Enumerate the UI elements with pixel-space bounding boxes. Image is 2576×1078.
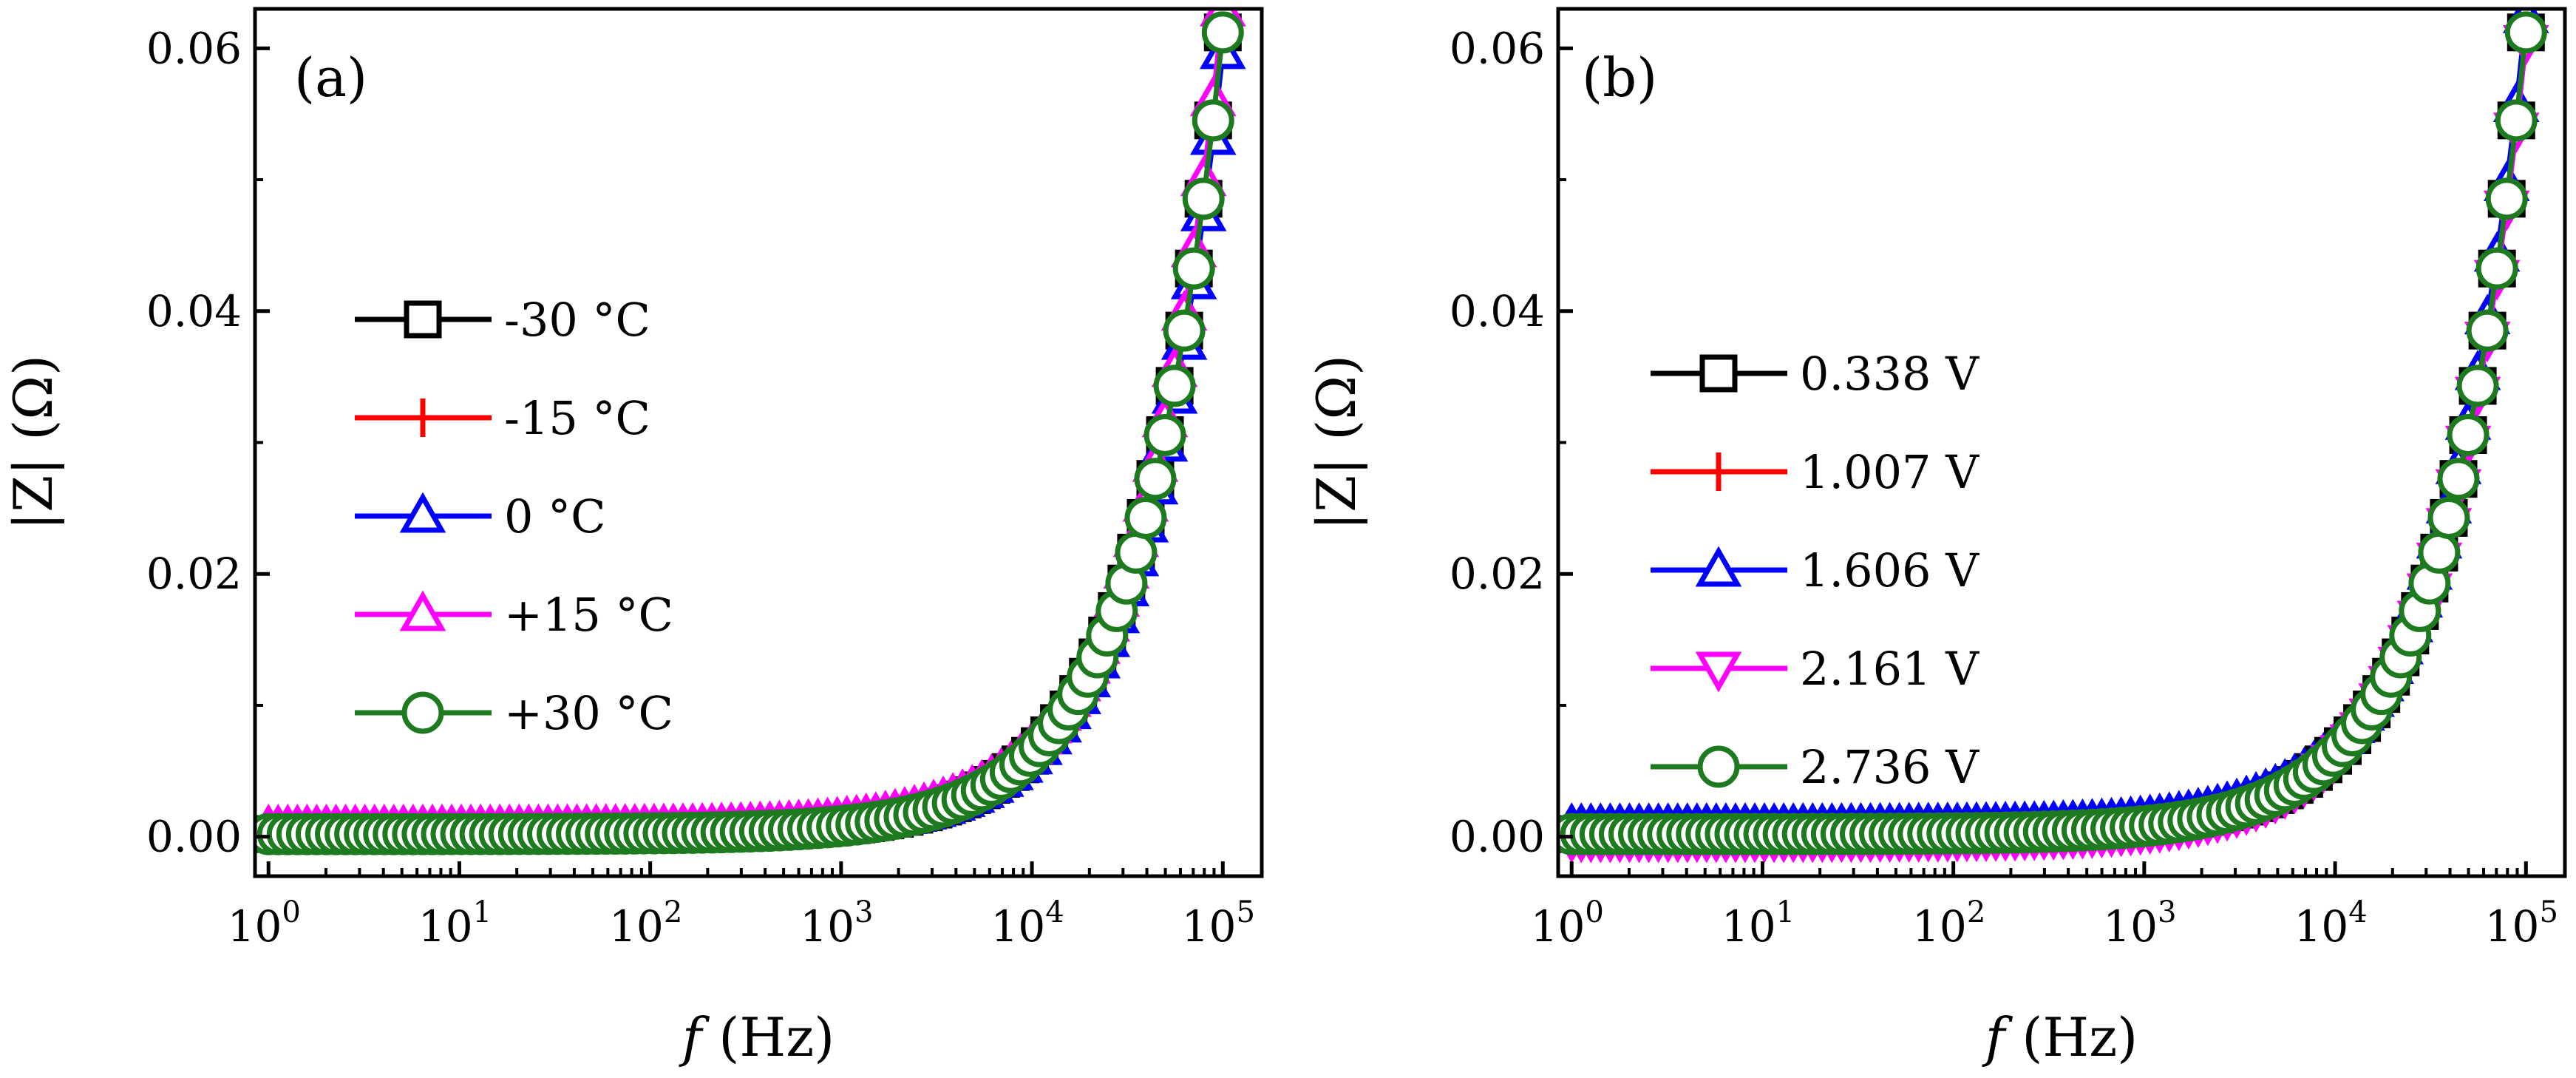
x-tick-label: 102 (609, 895, 682, 952)
plot-area (255, 9, 1246, 855)
data-point (1192, 99, 1234, 142)
legend-label: -15 °C (504, 391, 650, 445)
y-tick-label: 0.06 (146, 23, 242, 73)
data-point (2418, 531, 2461, 574)
legend-marker (399, 590, 446, 631)
series-1 (255, 9, 1243, 854)
data-point (1163, 309, 1206, 352)
y-tick-label: 0.04 (146, 286, 242, 336)
legend-marker (1695, 546, 1742, 587)
legend-item: -30 °C (355, 293, 650, 347)
y-axis-title: |Z| (Ω) (2, 355, 64, 530)
x-tick-label: 104 (2294, 895, 2367, 952)
legend-item: 1.606 V (1651, 543, 1979, 597)
y-tick-label: 0.00 (146, 812, 242, 862)
series-0 (1558, 13, 2545, 853)
y-tick-label: 0.02 (1450, 549, 1545, 599)
data-point (2485, 177, 2528, 220)
x-axis-title: f (Hz) (1982, 1006, 2138, 1068)
series-0 (255, 13, 1242, 853)
x-tick-label: 100 (228, 895, 301, 952)
series-2 (1558, 9, 2549, 843)
y-tick-label: 0.02 (146, 549, 242, 599)
x-tick-label: 101 (418, 895, 492, 952)
legend-marker (404, 399, 442, 437)
legend-label: -30 °C (504, 293, 650, 347)
legend-item: 2.736 V (1651, 740, 1979, 794)
legend-marker (1695, 651, 1742, 693)
series-1 (1558, 13, 2546, 854)
legend-marker (1699, 354, 1738, 393)
data-point (1182, 177, 1225, 220)
legend-marker (404, 300, 442, 339)
x-axis-title: f (Hz) (679, 1006, 835, 1068)
legend-marker (399, 492, 446, 533)
legend-label: 1.606 V (1800, 543, 1979, 597)
y-tick-label: 0.04 (1450, 286, 1545, 336)
legend-label: 0.338 V (1800, 347, 1979, 401)
data-point (2495, 99, 2538, 142)
data-point (2456, 365, 2499, 407)
legend-item: +15 °C (355, 588, 673, 642)
legend-label: +15 °C (504, 588, 673, 642)
legend-item: 0 °C (355, 489, 606, 543)
plot-frame (253, 7, 1264, 878)
series-4 (255, 11, 1244, 855)
legend-marker (1697, 745, 1740, 788)
panel-label: (a) (294, 47, 367, 109)
x-tick-label: 103 (2103, 895, 2176, 952)
data-point (2427, 496, 2470, 539)
plot-area (1558, 9, 2549, 864)
legend: -30 °C -15 °C 0 °C +15 °C +30 °C (355, 293, 673, 740)
data-point (1143, 413, 1186, 456)
x-tick-label: 105 (1182, 895, 1255, 952)
panel-b: 0.00 0.02 0.04 0.06 100 101 102 103 104 105 f (Hz)… (1305, 7, 2567, 1068)
legend-label: 2.736 V (1800, 740, 1979, 794)
legend-item: -15 °C (355, 391, 650, 445)
data-point (1134, 458, 1177, 501)
data-point (2447, 413, 2490, 456)
y-tick-label: 0.06 (1450, 23, 1545, 73)
legend: 0.338 V 1.007 V 1.606 V 2.161 V 2.736 V (1651, 347, 1979, 794)
data-point (2466, 309, 2509, 352)
x-tick-label: 101 (1722, 895, 1795, 952)
series-3 (1558, 24, 2549, 864)
legend-label: +30 °C (504, 686, 673, 740)
legend-marker (1699, 452, 1738, 491)
series-4 (1558, 11, 2547, 855)
legend-label: 1.007 V (1800, 445, 1979, 499)
data-point (1124, 496, 1167, 539)
data-point (2504, 11, 2547, 54)
x-tick-label: 102 (1912, 895, 1985, 952)
legend-item: +30 °C (355, 686, 673, 740)
legend-item: 0.338 V (1651, 347, 1979, 401)
data-point (1172, 247, 1215, 290)
legend-label: 2.161 V (1800, 642, 1979, 696)
data-point (2475, 247, 2518, 290)
x-tick-label: 100 (1531, 895, 1604, 952)
legend-item: 2.161 V (1651, 642, 1979, 696)
legend-label: 0 °C (504, 489, 606, 543)
data-point (1115, 531, 1158, 574)
x-tick-label: 104 (990, 895, 1064, 952)
legend-item: 1.007 V (1651, 445, 1979, 499)
y-tick-label: 0.00 (1450, 812, 1545, 862)
data-point (2437, 458, 2480, 501)
data-point (1153, 365, 1196, 407)
plot-frame (1556, 7, 2567, 878)
series-2 (255, 28, 1246, 851)
legend-marker (401, 691, 444, 734)
y-axis-title: |Z| (Ω) (1305, 355, 1367, 530)
x-tick-label: 103 (800, 895, 873, 952)
panel-label: (b) (1582, 47, 1657, 109)
x-tick-label: 105 (2485, 895, 2558, 952)
data-point (1201, 11, 1244, 54)
panel-a: 0.00 0.02 0.04 0.06 100 101 102 103 104 105 f (Hz)… (2, 7, 1264, 1068)
